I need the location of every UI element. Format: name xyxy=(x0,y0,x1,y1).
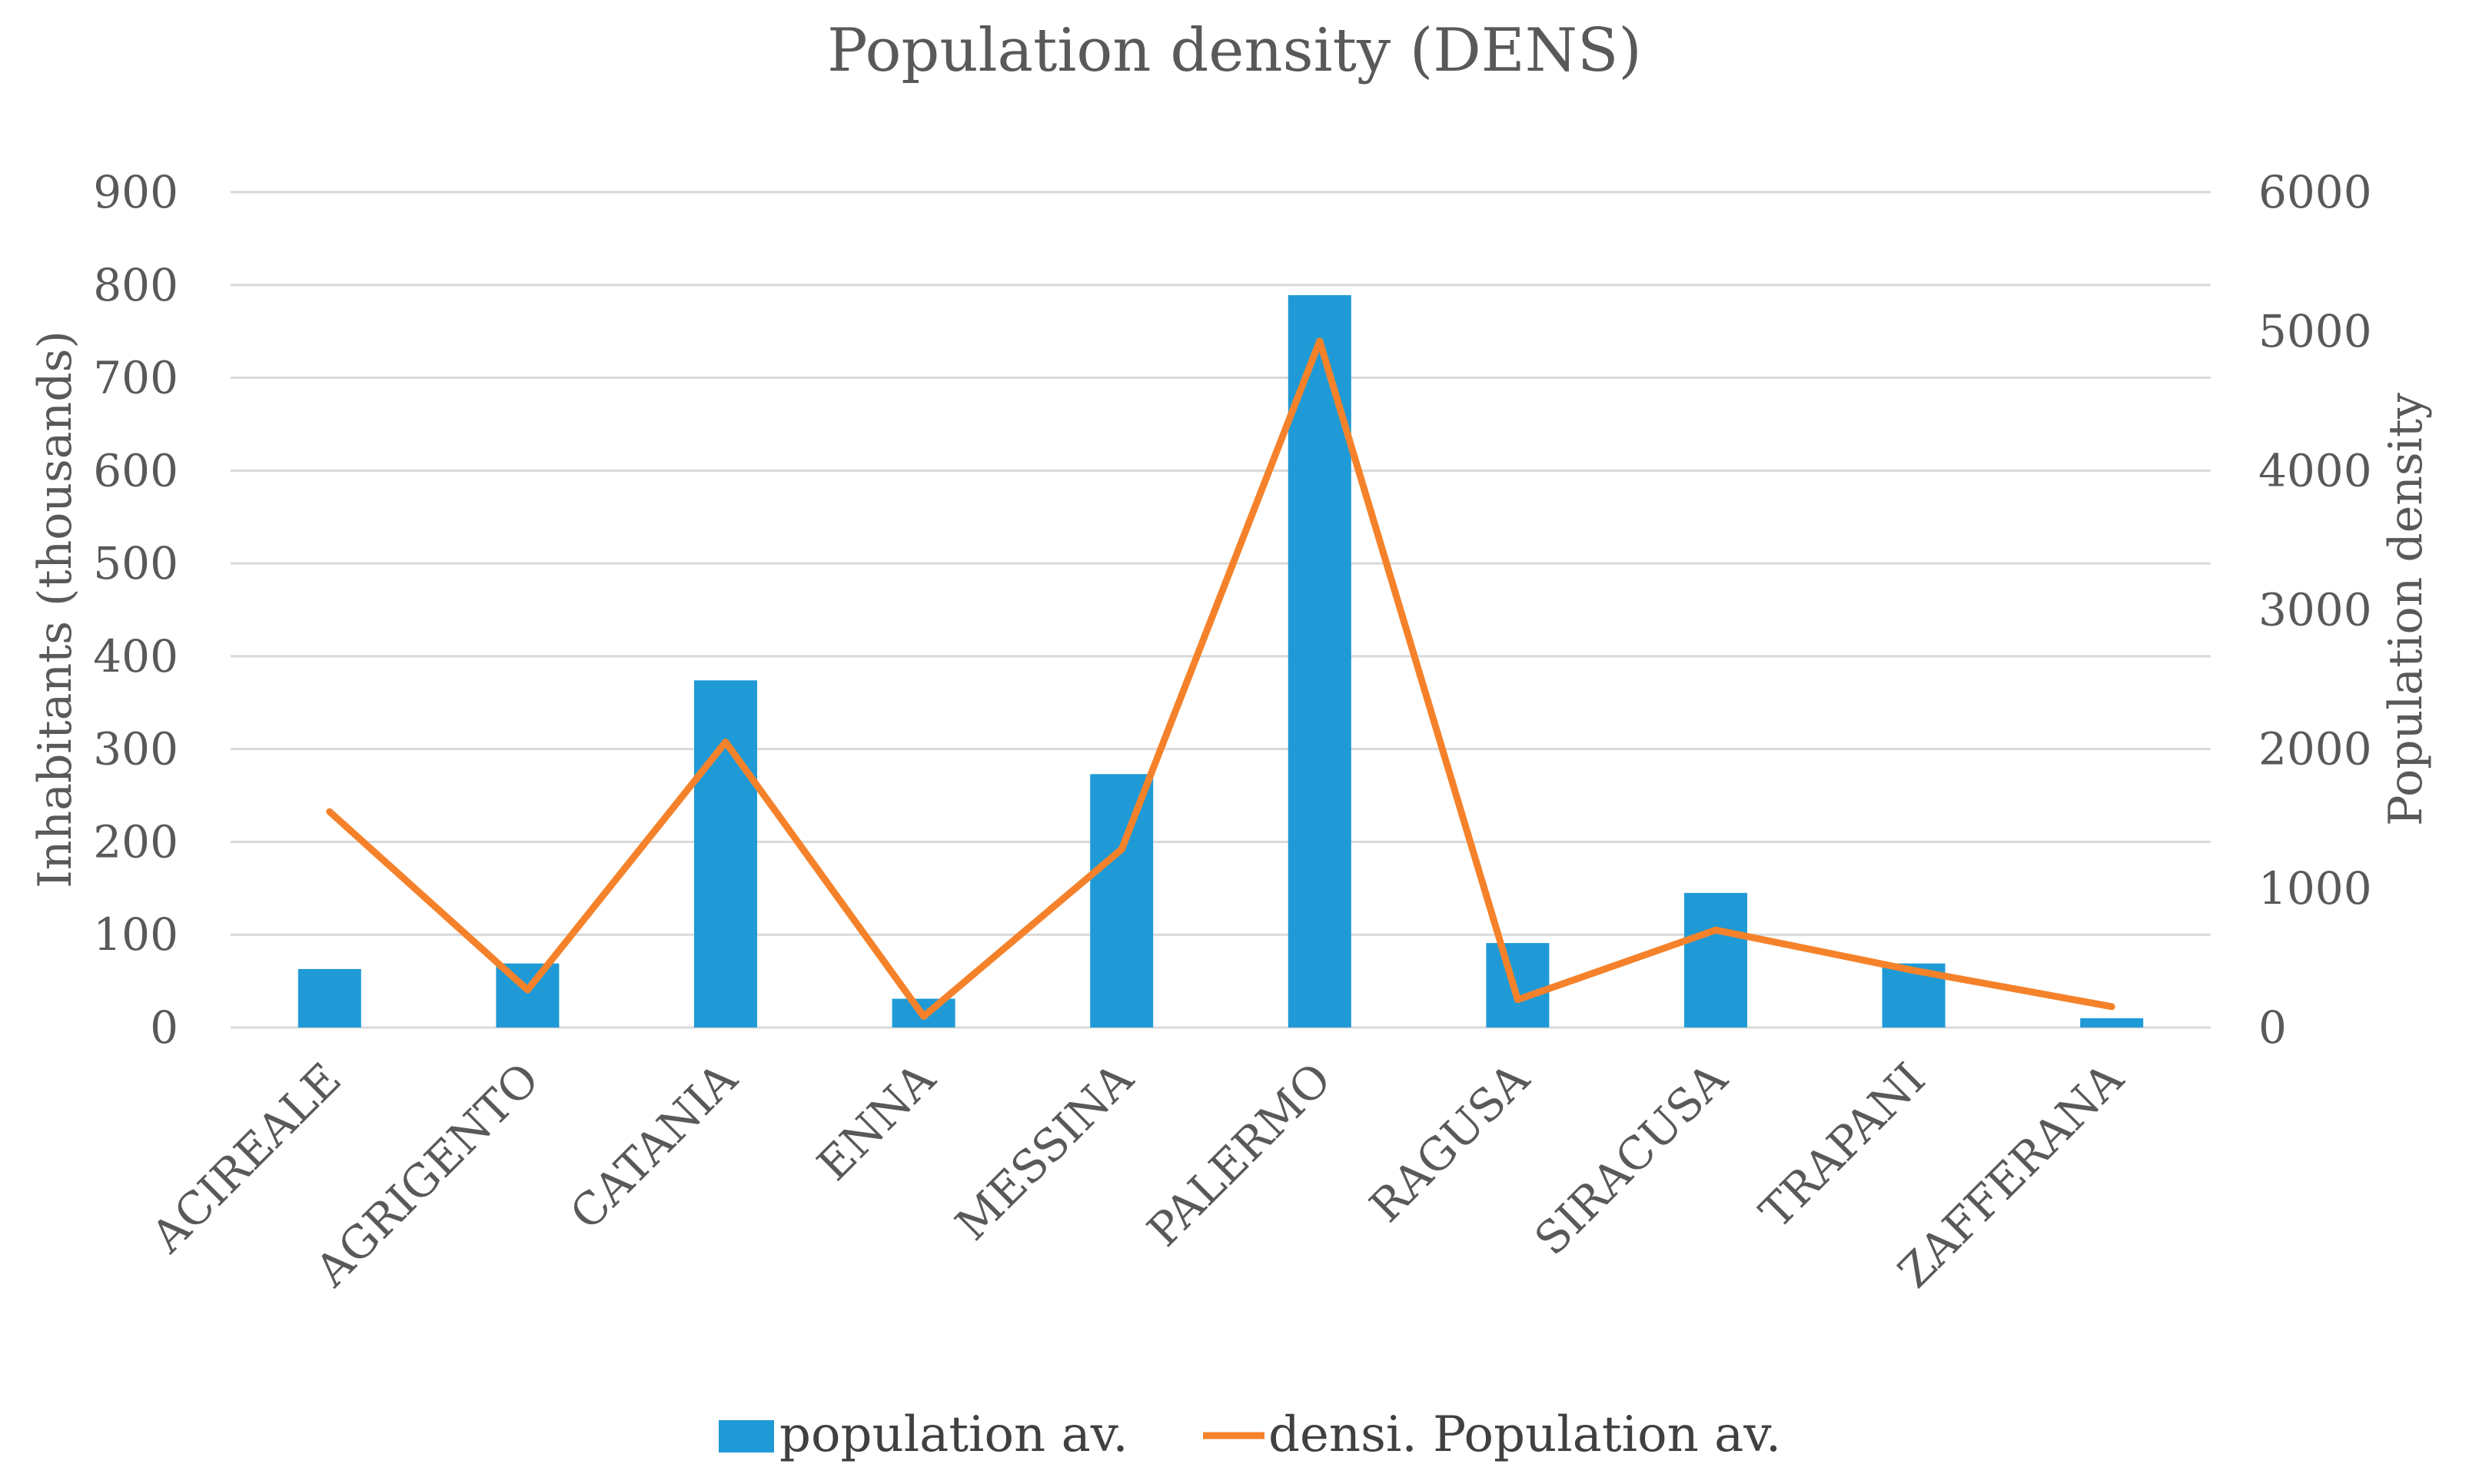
legend: population av. densi. Population av. xyxy=(719,1406,1781,1463)
category-label: CATANIA xyxy=(560,1052,748,1240)
y-tick-label: 700 xyxy=(93,352,178,404)
y-tick-label: 0 xyxy=(150,1001,178,1054)
y-tick-label: 300 xyxy=(93,723,178,775)
bar xyxy=(1486,943,1550,1028)
category-label: RAGUSA xyxy=(1360,1052,1540,1232)
category-label: SIRACUSA xyxy=(1524,1052,1737,1265)
legend-swatch-population xyxy=(719,1420,774,1452)
legend-label-density: densi. Population av. xyxy=(1268,1406,1781,1463)
y-axis-right-ticks: 0 1000 2000 3000 4000 5000 6000 xyxy=(2258,166,2372,1054)
y-axis-left-label: Inhabitants (thousands) xyxy=(28,330,82,888)
y-tick-label: 800 xyxy=(93,259,178,311)
y-axis-right-label: Population density xyxy=(2379,393,2433,826)
bar-series xyxy=(297,295,2144,1028)
category-label: MESSINA xyxy=(945,1052,1144,1250)
y2-tick-label: 2000 xyxy=(2258,723,2372,775)
y-tick-label: 600 xyxy=(93,444,178,496)
bar xyxy=(1090,774,1154,1028)
bar xyxy=(1684,892,1747,1028)
bar xyxy=(694,680,757,1028)
y-tick-label: 400 xyxy=(93,630,178,682)
legend-label-population: population av. xyxy=(779,1406,1128,1463)
y-tick-label: 500 xyxy=(93,537,178,589)
bar xyxy=(297,968,361,1028)
category-label: ENNA xyxy=(807,1052,945,1190)
y-tick-label: 200 xyxy=(93,815,178,868)
y2-tick-label: 3000 xyxy=(2258,584,2372,636)
y2-tick-label: 6000 xyxy=(2258,166,2372,218)
category-label: ACIREALE xyxy=(141,1053,351,1263)
y-axis-left-ticks: 0 100 200 300 400 500 600 700 800 900 xyxy=(93,166,178,1054)
y-tick-label: 900 xyxy=(93,166,178,218)
y2-tick-label: 5000 xyxy=(2258,305,2372,357)
line-series xyxy=(326,337,2115,1021)
category-label: PALERMO xyxy=(1137,1053,1341,1257)
y2-tick-label: 4000 xyxy=(2258,444,2372,496)
density-line xyxy=(326,337,2115,1021)
gridlines xyxy=(231,191,2211,1029)
bar xyxy=(2080,1018,2144,1028)
category-label: TRAPANI xyxy=(1750,1053,1935,1238)
y2-tick-label: 1000 xyxy=(2258,862,2372,915)
y-tick-label: 100 xyxy=(93,908,178,961)
y2-tick-label: 0 xyxy=(2258,1001,2287,1054)
chart-title: Population density (DENS) xyxy=(827,16,1642,85)
